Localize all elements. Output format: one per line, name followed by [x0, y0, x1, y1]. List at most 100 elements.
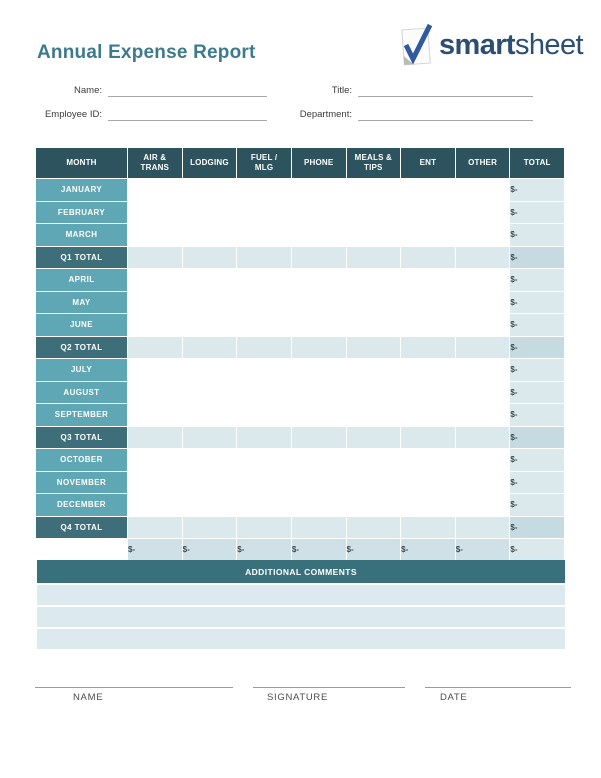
expense-cell[interactable]	[454, 380, 511, 404]
expense-cell[interactable]	[236, 470, 292, 494]
expense-cell[interactable]	[345, 313, 402, 337]
expense-cell[interactable]	[127, 470, 183, 494]
expense-cell[interactable]	[454, 448, 511, 472]
expense-cell[interactable]	[127, 313, 183, 337]
expense-cell[interactable]	[345, 403, 402, 427]
expense-cell[interactable]	[454, 358, 511, 382]
expense-cell[interactable]	[181, 448, 238, 472]
expense-cell[interactable]	[127, 380, 183, 404]
expense-cell[interactable]	[400, 268, 456, 292]
expense-cell[interactable]	[345, 178, 402, 202]
expense-cell[interactable]	[181, 493, 238, 517]
expense-cell[interactable]	[181, 313, 238, 337]
signature-signature-block: SIGNATURE	[253, 687, 405, 703]
employee-id-input[interactable]	[108, 106, 267, 121]
expense-cell[interactable]	[400, 200, 456, 224]
expense-cell[interactable]	[181, 358, 238, 382]
quarter-subtotal-cell	[127, 335, 183, 359]
title-input[interactable]	[358, 82, 533, 97]
expense-cell[interactable]	[345, 290, 402, 314]
expense-cell[interactable]	[290, 313, 347, 337]
expense-cell[interactable]	[400, 448, 456, 472]
expense-cell[interactable]	[127, 448, 183, 472]
expense-cell[interactable]	[181, 380, 238, 404]
expense-cell[interactable]	[236, 200, 292, 224]
expense-cell[interactable]	[181, 200, 238, 224]
expense-cell[interactable]	[400, 403, 456, 427]
name-input[interactable]	[108, 82, 267, 97]
expense-cell[interactable]	[400, 380, 456, 404]
expense-cell[interactable]	[454, 268, 511, 292]
expense-cell[interactable]	[181, 223, 238, 247]
expense-cell[interactable]	[236, 290, 292, 314]
expense-cell[interactable]	[454, 178, 511, 202]
month-label-january: JANUARY	[35, 178, 128, 202]
expense-cell[interactable]	[181, 290, 238, 314]
expense-cell[interactable]	[345, 380, 402, 404]
comment-row[interactable]	[37, 585, 565, 605]
expense-cell[interactable]	[400, 470, 456, 494]
expense-cell[interactable]	[236, 358, 292, 382]
expense-cell[interactable]	[345, 493, 402, 517]
expense-cell[interactable]	[181, 178, 238, 202]
expense-cell[interactable]	[400, 223, 456, 247]
expense-cell[interactable]	[127, 223, 183, 247]
expense-cell[interactable]	[290, 380, 347, 404]
expense-cell[interactable]	[127, 268, 183, 292]
expense-cell[interactable]	[127, 403, 183, 427]
expense-cell[interactable]	[290, 268, 347, 292]
comment-row[interactable]	[37, 629, 565, 649]
expense-cell[interactable]	[345, 358, 402, 382]
comment-row[interactable]	[37, 607, 565, 627]
expense-cell[interactable]	[345, 268, 402, 292]
expense-cell[interactable]	[236, 223, 292, 247]
expense-cell[interactable]	[290, 178, 347, 202]
expense-cell[interactable]	[127, 358, 183, 382]
name-sign-line[interactable]	[35, 687, 233, 688]
expense-cell[interactable]	[454, 200, 511, 224]
quarter-subtotal-cell	[400, 245, 456, 269]
expense-cell[interactable]	[236, 380, 292, 404]
expense-cell[interactable]	[181, 470, 238, 494]
expense-cell[interactable]	[400, 178, 456, 202]
quarter-total-cell: $-	[509, 425, 565, 449]
expense-cell[interactable]	[181, 403, 238, 427]
expense-cell[interactable]	[236, 448, 292, 472]
expense-cell[interactable]	[290, 403, 347, 427]
expense-cell[interactable]	[236, 178, 292, 202]
expense-cell[interactable]	[236, 313, 292, 337]
expense-cell[interactable]	[290, 290, 347, 314]
expense-cell[interactable]	[454, 223, 511, 247]
expense-cell[interactable]	[127, 178, 183, 202]
expense-cell[interactable]	[454, 290, 511, 314]
expense-cell[interactable]	[290, 358, 347, 382]
expense-cell[interactable]	[345, 223, 402, 247]
expense-cell[interactable]	[290, 470, 347, 494]
expense-cell[interactable]	[290, 448, 347, 472]
expense-cell[interactable]	[400, 358, 456, 382]
expense-cell[interactable]	[127, 290, 183, 314]
expense-cell[interactable]	[236, 403, 292, 427]
expense-cell[interactable]	[290, 493, 347, 517]
expense-cell[interactable]	[236, 493, 292, 517]
department-input[interactable]	[358, 106, 533, 121]
expense-cell[interactable]	[400, 290, 456, 314]
expense-cell[interactable]	[345, 470, 402, 494]
expense-cell[interactable]	[290, 200, 347, 224]
expense-cell[interactable]	[400, 313, 456, 337]
expense-cell[interactable]	[127, 200, 183, 224]
expense-cell[interactable]	[127, 493, 183, 517]
expense-cell[interactable]	[454, 403, 511, 427]
expense-cell[interactable]	[236, 268, 292, 292]
expense-cell[interactable]	[454, 470, 511, 494]
expense-cell[interactable]	[454, 493, 511, 517]
expense-cell[interactable]	[290, 223, 347, 247]
signature-sign-line[interactable]	[253, 687, 405, 688]
expense-cell[interactable]	[181, 268, 238, 292]
date-sign-line[interactable]	[425, 687, 571, 688]
expense-cell[interactable]	[400, 493, 456, 517]
quarter-subtotal-cell	[454, 425, 511, 449]
expense-cell[interactable]	[345, 448, 402, 472]
expense-cell[interactable]	[345, 200, 402, 224]
expense-cell[interactable]	[454, 313, 511, 337]
